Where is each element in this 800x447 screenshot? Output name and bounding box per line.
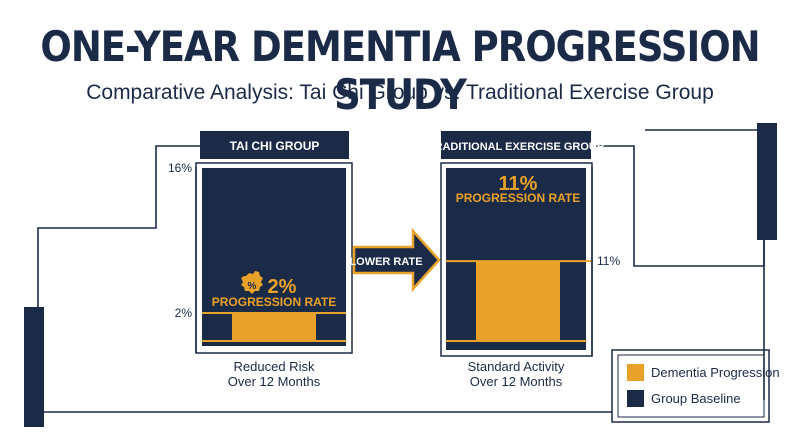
tai-chi-progression-bar — [232, 313, 316, 341]
tai-chi-caption-line2: Over 12 Months — [228, 374, 321, 389]
traditional-caption-line2: Over 12 Months — [470, 374, 563, 389]
legend-label-progression: Dementia Progression — [651, 365, 780, 380]
page-subtitle: Comparative Analysis: Tai Chi Group vs. … — [86, 81, 714, 104]
legend-border-inner — [617, 354, 765, 418]
tai-chi-caption-line1: Reduced Risk — [234, 359, 315, 374]
frame-line-left — [37, 145, 200, 307]
tai-chi-value-label: 2% — [268, 276, 297, 298]
svg-text:%: % — [248, 281, 257, 292]
legend-swatch-baseline — [627, 390, 644, 407]
traditional-progression-bar — [476, 261, 560, 341]
lower-rate-arrow: LOWER RATE — [349, 227, 441, 293]
arrow-label: LOWER RATE — [349, 256, 422, 268]
legend: Dementia Progression Group Baseline — [611, 349, 780, 423]
percent-badge-icon: % — [241, 271, 263, 294]
legend-swatch-progression — [627, 364, 644, 381]
tai-chi-axis-top-label: 16% — [168, 161, 192, 175]
arrow-icon — [352, 227, 441, 293]
traditional-rate-label: PROGRESSION RATE — [456, 191, 580, 205]
tai-chi-header: TAI CHI GROUP — [230, 139, 320, 153]
page-title: ONE-YEAR DEMENTIA PROGRESSION STUDY — [40, 22, 760, 120]
tai-chi-header-box — [200, 131, 349, 159]
traditional-value-label: 11% — [499, 173, 538, 195]
traditional-caption-line1: Standard Activity — [468, 359, 565, 374]
traditional-axis-value-label: 11% — [597, 254, 620, 268]
group-traditional-exercise: TRADITIONAL EXERCISE GROUP 11% 11% PROGR… — [428, 131, 620, 389]
tai-chi-axis-value-label: 2% — [175, 306, 193, 320]
traditional-header: TRADITIONAL EXERCISE GROUP — [428, 141, 604, 153]
legend-border-outer — [611, 349, 770, 423]
decorative-bar-right — [757, 123, 777, 240]
decorative-bar-left — [24, 307, 44, 427]
group-tai-chi: TAI CHI GROUP 16% 2% % 2% PROGRESSION RA… — [168, 131, 353, 389]
tai-chi-rate-label: PROGRESSION RATE — [212, 295, 336, 309]
legend-label-baseline: Group Baseline — [651, 391, 741, 406]
frame-line-right-top — [596, 145, 765, 267]
traditional-header-box — [441, 131, 591, 159]
